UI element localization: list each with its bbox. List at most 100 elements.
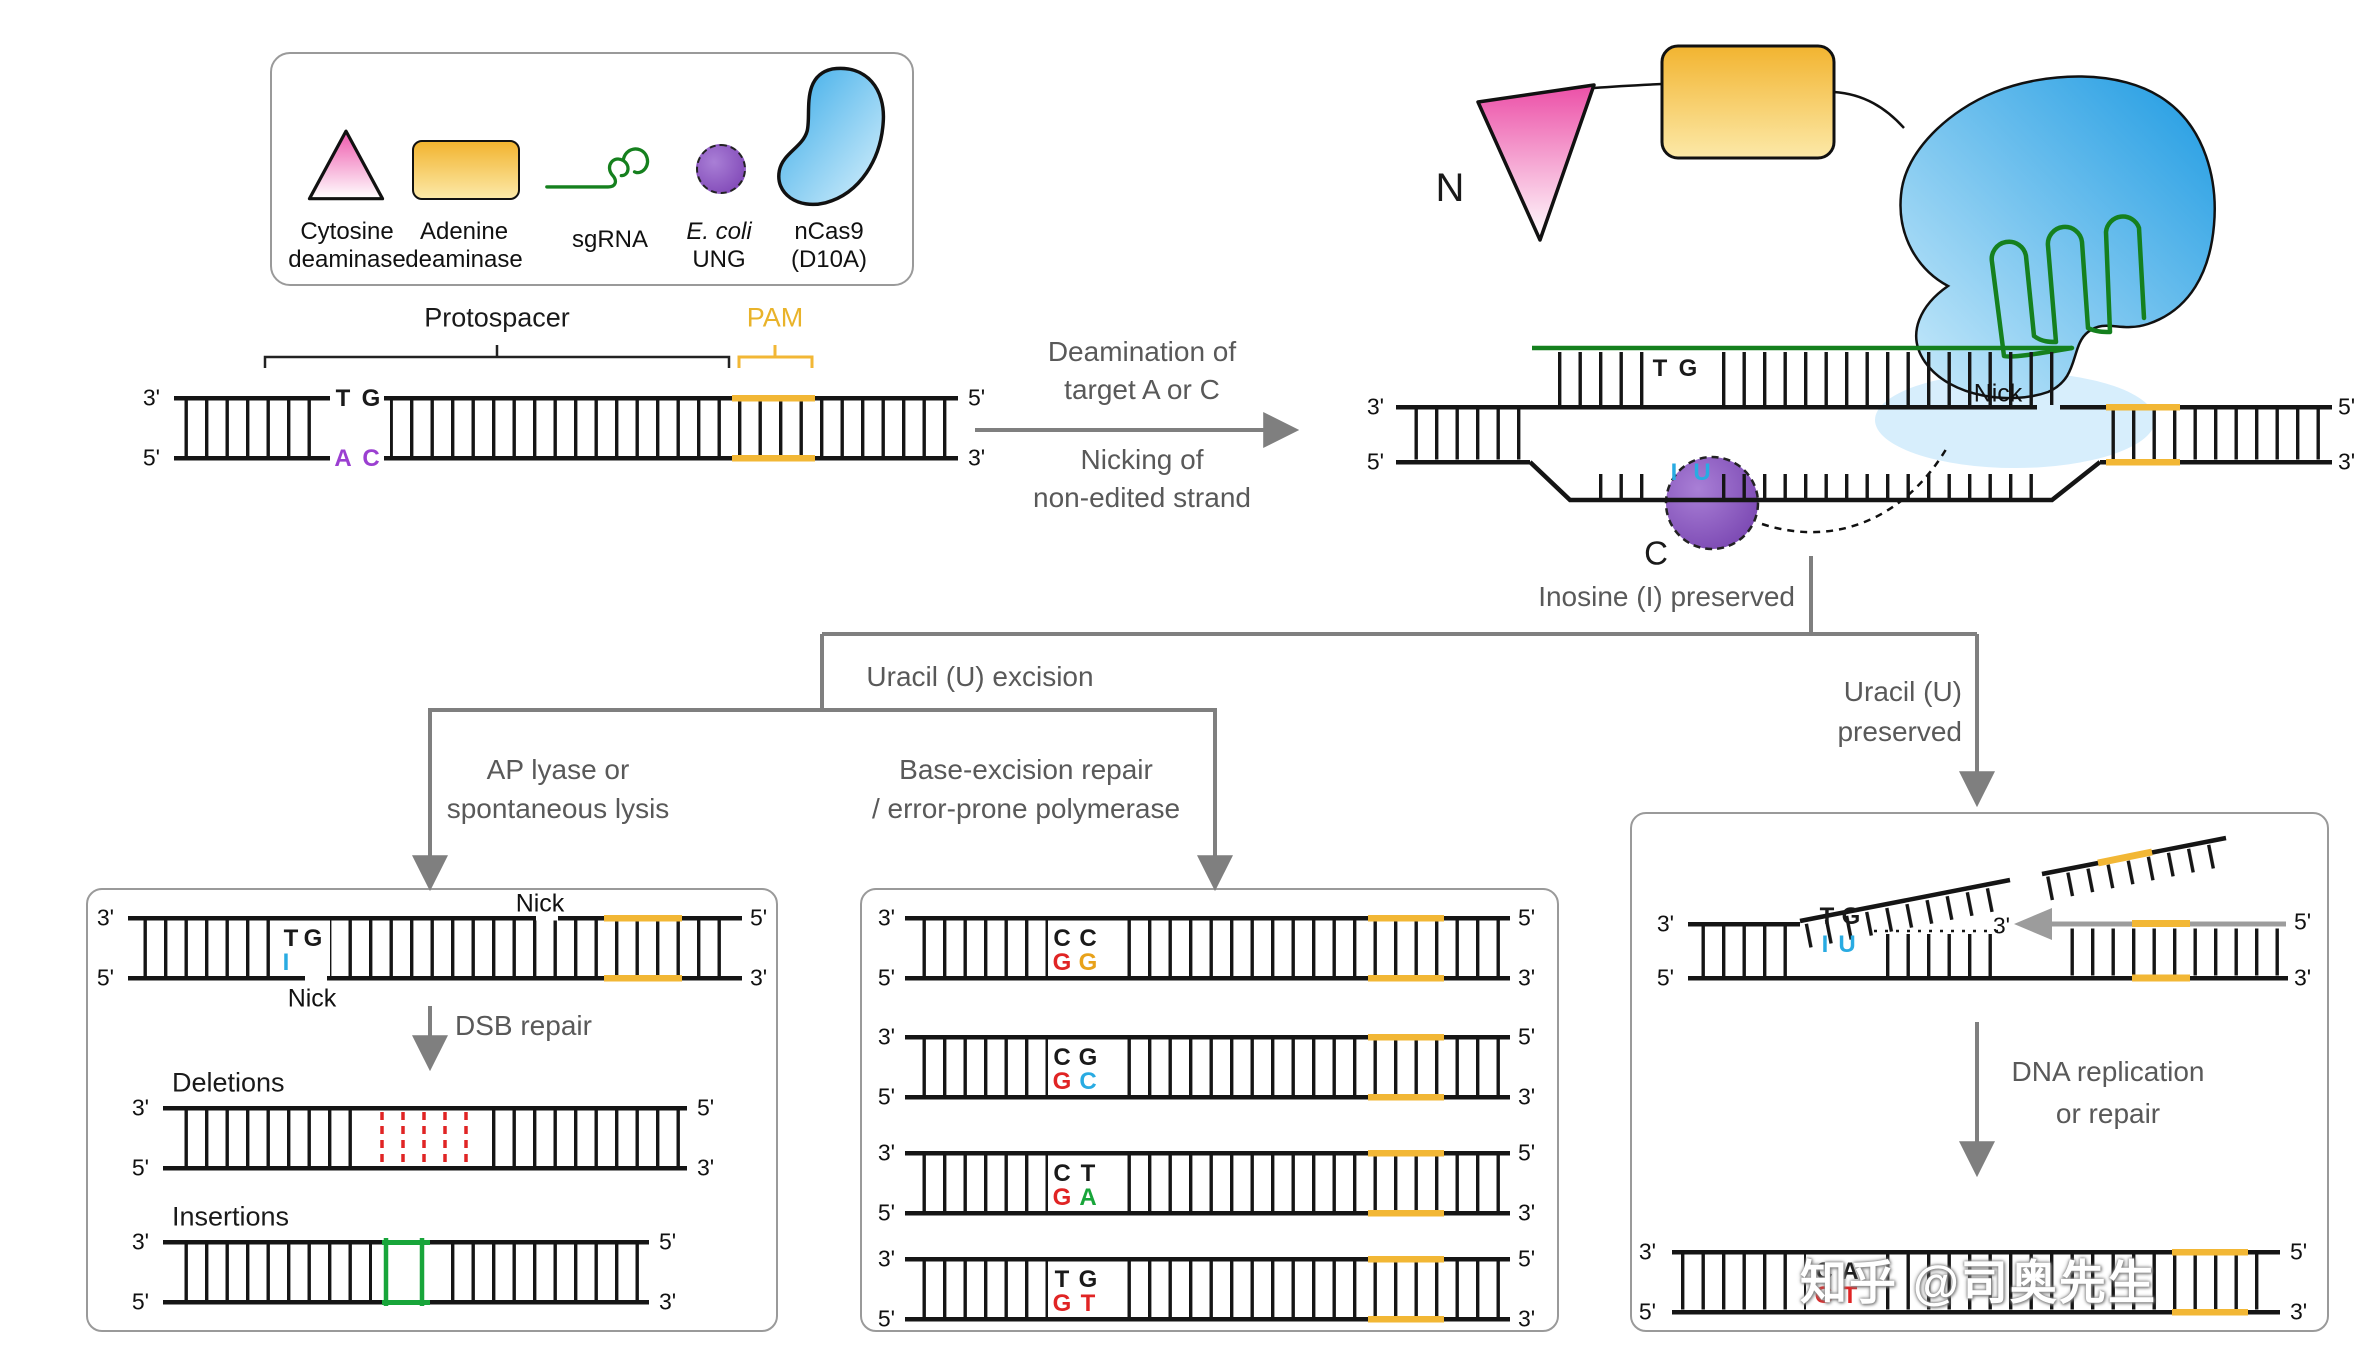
pam-segment — [2106, 404, 2180, 411]
base-letter: T — [1080, 1290, 1096, 1317]
substrate-duplex — [174, 345, 958, 462]
primer-arrowhead — [2014, 908, 2052, 940]
linker — [1593, 82, 1663, 90]
strand-end-label: 5' — [2338, 393, 2356, 420]
pam-segment — [604, 915, 682, 922]
strand-end-label: 3' — [1518, 1083, 1536, 1110]
base-letter: G — [1678, 355, 1698, 382]
legend-label: deaminase — [288, 246, 406, 273]
legend-label: E. coli — [686, 218, 752, 245]
strand-end-label: 3' — [131, 1094, 149, 1121]
deletions-label: Deletions — [172, 1067, 285, 1098]
nick-label: Nick — [287, 984, 337, 1013]
strand-end-label: 5' — [750, 904, 768, 931]
strand-end-label: 5' — [659, 1228, 677, 1255]
deletion-region — [380, 1112, 468, 1164]
pam-segment — [2097, 848, 2153, 867]
base-letter: C — [362, 445, 380, 472]
replication-label: DNA replication — [2011, 1056, 2205, 1087]
base-letter: C — [1079, 925, 1097, 952]
base-letter: T — [1842, 1282, 1858, 1309]
strand-end-label: 3' — [96, 904, 114, 931]
base-letter: C — [1079, 1068, 1097, 1095]
strand-end-label: 5' — [2294, 908, 2312, 935]
base-letter: T — [1080, 1160, 1096, 1187]
base-letter: C — [1053, 925, 1071, 952]
dsb-repair-label: DSB repair — [455, 1010, 592, 1041]
base-letter: U — [1838, 931, 1856, 958]
pam-label: PAM — [746, 302, 804, 333]
legend-label: Cytosine — [300, 218, 394, 245]
strand-end-label: 3' — [1638, 1238, 1656, 1265]
strand-end-label: 5' — [131, 1154, 149, 1181]
deletions-duplex — [163, 1106, 687, 1171]
uracil-preserved-label: Uracil (U) — [1843, 676, 1962, 707]
strand-end-label: 3' — [877, 1139, 895, 1166]
c-terminus-label: C — [1644, 534, 1668, 572]
strand-end-label: 5' — [1518, 1139, 1536, 1166]
n-terminus-label: N — [1435, 166, 1465, 210]
ncas9-blob — [1899, 75, 2216, 400]
inosine-preserved-label: Inosine (I) preserved — [1538, 581, 1795, 612]
base-letter: G — [1078, 1266, 1098, 1293]
watermark: 知乎 @司奥先生 — [1800, 1256, 2157, 1309]
strand-end-label: 5' — [1518, 1023, 1536, 1050]
ncas9-icon — [777, 66, 886, 206]
legend-label: nCas9 — [794, 218, 864, 245]
strand-end-label: 5' — [2290, 1238, 2308, 1265]
cytosine-deaminase-shape — [1476, 83, 1596, 242]
base-letter: C — [1815, 1258, 1833, 1285]
transition-text: target A or C — [1064, 374, 1220, 405]
base-letter: G — [1052, 1068, 1072, 1095]
strand-end-label: 3' — [1366, 393, 1384, 420]
strand-end-label: 3' — [2294, 964, 2312, 991]
nick-label: Nick — [1973, 379, 2023, 408]
protospacer-label: Protospacer — [424, 302, 570, 333]
strand-end-label: 5' — [142, 444, 160, 471]
flow-lines — [412, 556, 1995, 1178]
strand-end-label: 3' — [877, 904, 895, 931]
strand-end-label: 3' — [1518, 1199, 1536, 1226]
strand-end-label: 5' — [1366, 448, 1384, 475]
strand-end-label: 5' — [1518, 1245, 1536, 1272]
replication-label: or repair — [2055, 1098, 2161, 1129]
right-outcome-box — [1630, 812, 2329, 1332]
base-editor-complex — [1396, 44, 2332, 551]
insertion-region — [382, 1238, 430, 1306]
pam-segment — [732, 395, 815, 402]
strand-end-label: 3' — [750, 964, 768, 991]
strand-end-label: 3' — [1518, 1305, 1536, 1332]
uracil-preserved-label: preserved — [1837, 716, 1962, 747]
strand-end-label: 3' — [1518, 964, 1536, 991]
nicked-duplex — [128, 915, 742, 982]
ecoli-ung-icon — [696, 144, 746, 194]
insertions-duplex — [163, 1238, 649, 1306]
ap-lyase-label: spontaneous lysis — [446, 793, 670, 824]
legend-label: sgRNA — [571, 226, 649, 253]
strand-end-label: 3' — [1656, 910, 1674, 937]
strand-end-label: 3' — [131, 1228, 149, 1255]
strand-end-label: 5' — [1656, 964, 1674, 991]
strand-end-label: 5' — [131, 1288, 149, 1315]
strand-end-label: 3' — [877, 1245, 895, 1272]
base-letter: I — [1670, 459, 1678, 486]
base-letter: G — [1841, 903, 1861, 930]
cytosine-deaminase-icon — [307, 129, 385, 201]
legend-label: Adenine — [419, 218, 509, 245]
base-letter: G — [1052, 949, 1072, 976]
legend-label: (D10A) — [790, 246, 868, 273]
repair-outcome-duplexes — [905, 915, 1510, 1323]
sgrna-icon — [545, 147, 650, 189]
strand-end-label: 5' — [1638, 1298, 1656, 1325]
strand-end-label: 3' — [968, 444, 986, 471]
strand-end-label: 3' — [2290, 1298, 2308, 1325]
base-letter: T — [1652, 355, 1668, 382]
adenine-deaminase-shape — [1660, 44, 1836, 160]
base-letter: T — [1819, 903, 1835, 930]
adenine-deaminase-icon — [412, 140, 520, 200]
final-edited-duplex — [1672, 1249, 2280, 1316]
replication-fork — [1688, 835, 2288, 982]
strand-end-label: 3' — [659, 1288, 677, 1315]
base-letter: T — [1054, 1266, 1070, 1293]
